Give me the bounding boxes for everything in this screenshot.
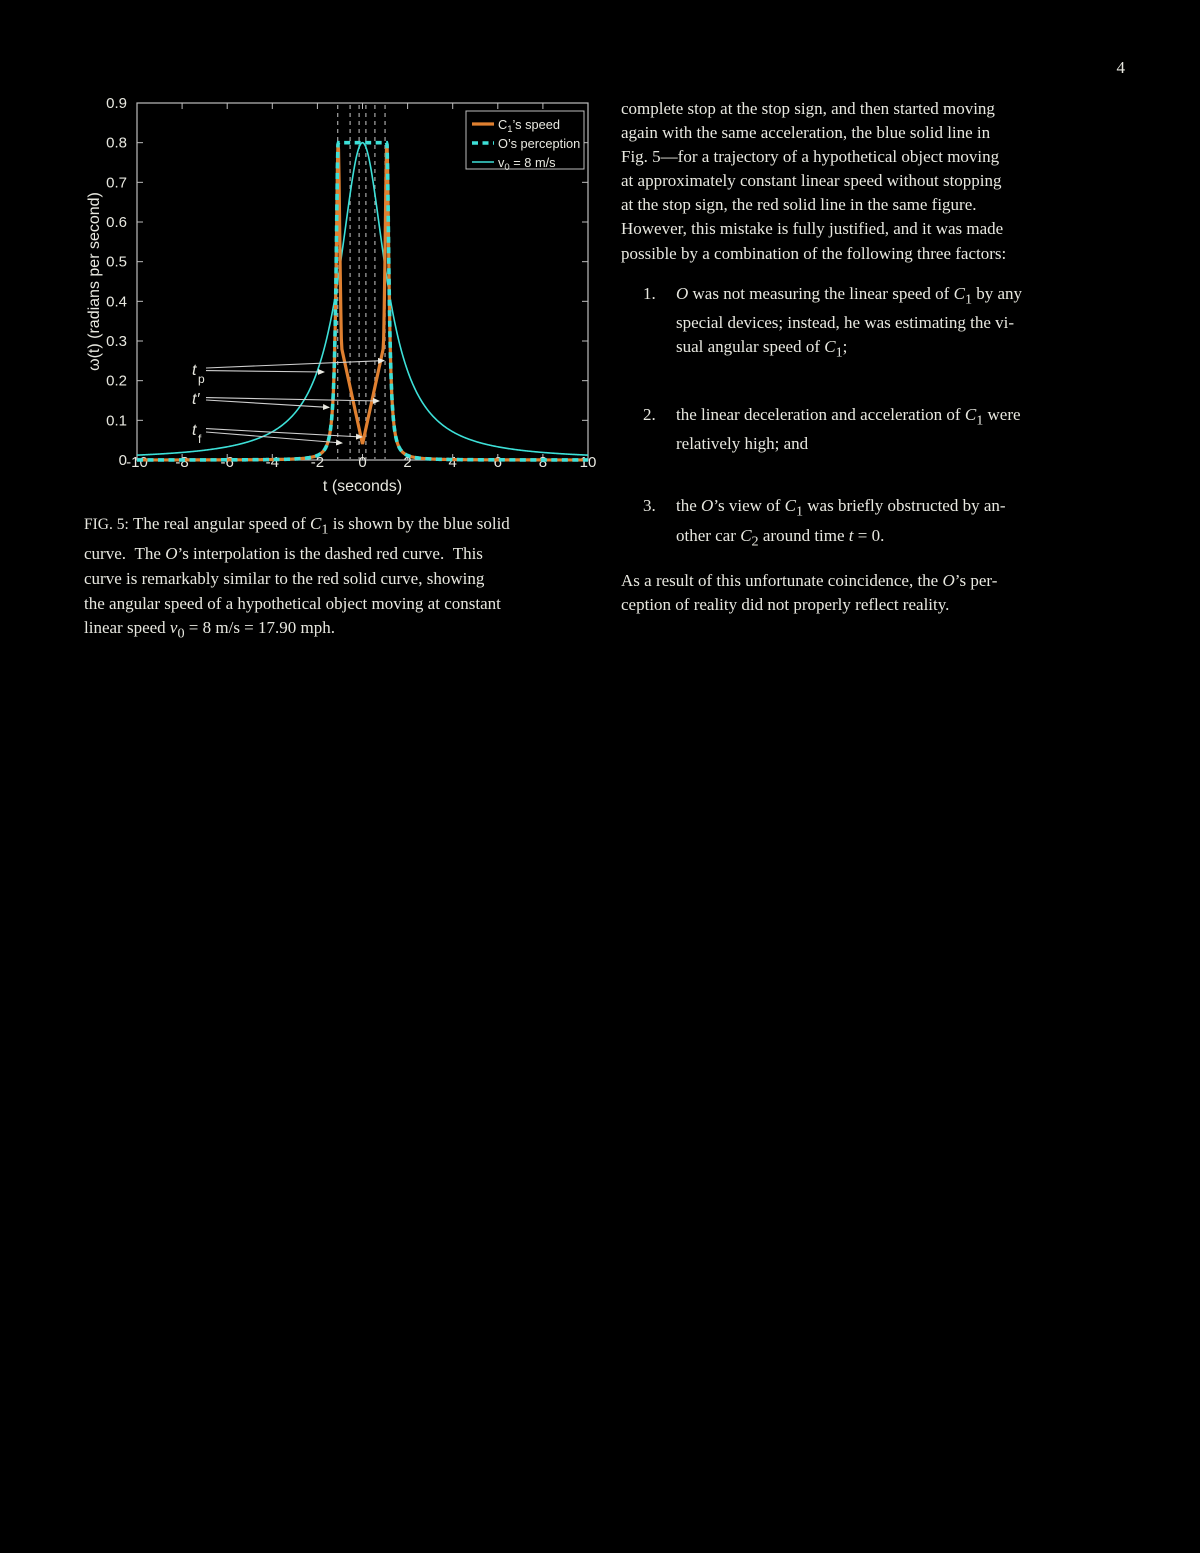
svg-text:8: 8 <box>539 454 547 471</box>
svg-text:-10: -10 <box>126 454 148 471</box>
svg-text:0: 0 <box>358 454 366 471</box>
svg-text:-8: -8 <box>175 454 188 471</box>
svg-text:0.8: 0.8 <box>106 135 127 152</box>
svg-text:O’s perception: O’s perception <box>498 136 580 151</box>
svg-text:0.4: 0.4 <box>106 293 127 310</box>
svg-text:0.7: 0.7 <box>106 174 127 191</box>
svg-text:0.2: 0.2 <box>106 373 127 390</box>
svg-text:0.1: 0.1 <box>106 412 127 429</box>
svg-text:0.3: 0.3 <box>106 333 127 350</box>
svg-text:t: t <box>192 362 197 379</box>
svg-text:6: 6 <box>494 454 502 471</box>
svg-text:0.9: 0.9 <box>106 95 127 112</box>
svg-text:t (seconds): t (seconds) <box>323 478 402 495</box>
svg-text:-4: -4 <box>266 454 279 471</box>
svg-text:ω(t) (radians per second): ω(t) (radians per second) <box>86 192 103 371</box>
svg-text:4: 4 <box>449 454 457 471</box>
svg-text:t: t <box>192 422 197 439</box>
svg-text:t′: t′ <box>192 391 200 408</box>
svg-text:p: p <box>198 372 205 386</box>
svg-text:0.6: 0.6 <box>106 214 127 231</box>
svg-text:0.5: 0.5 <box>106 254 127 271</box>
svg-text:10: 10 <box>580 454 597 471</box>
svg-text:-6: -6 <box>221 454 234 471</box>
